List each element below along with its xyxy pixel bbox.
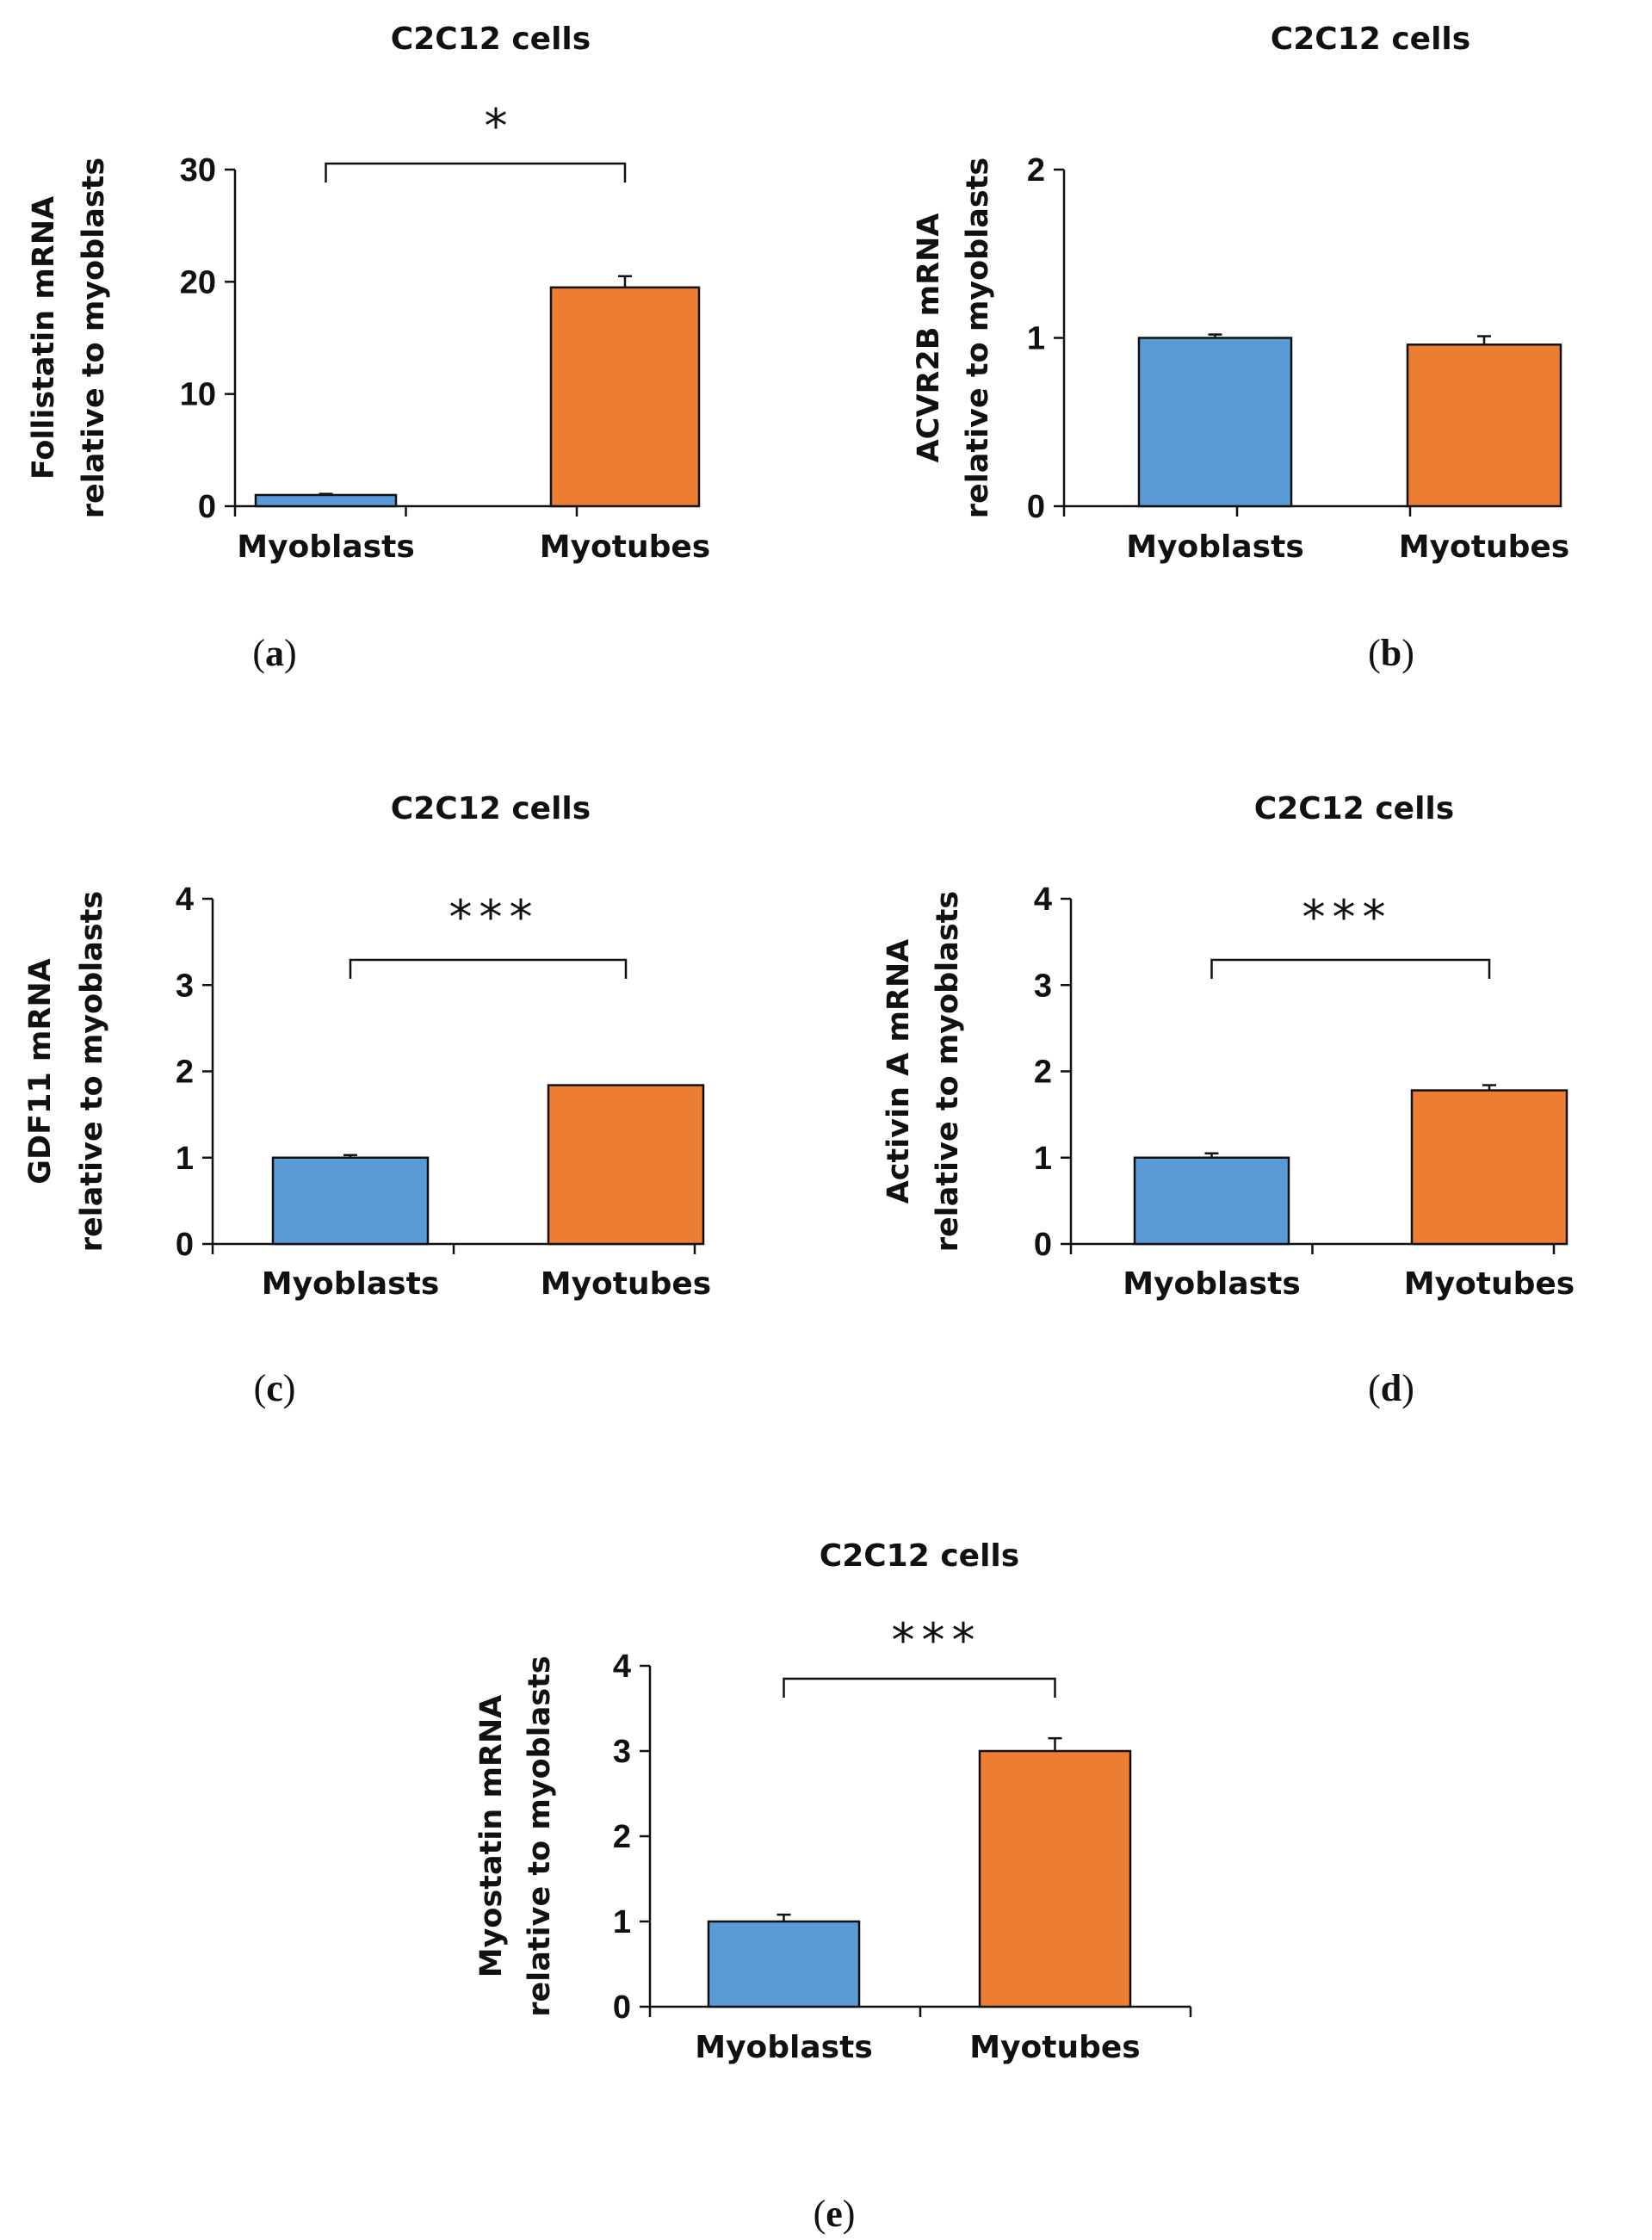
y-axis-label-line2: relative to myoblasts bbox=[75, 891, 109, 1252]
significance-bracket bbox=[325, 162, 627, 183]
x-category-label: Myotubes bbox=[1404, 1266, 1575, 1302]
bar-myoblasts bbox=[1137, 337, 1293, 508]
bar-myoblasts bbox=[707, 1920, 861, 2008]
y-tick-label: 4 bbox=[613, 1649, 631, 1685]
y-tick-label: 0 bbox=[1027, 489, 1045, 525]
y-tick-label: 30 bbox=[180, 152, 216, 189]
x-category-label: Myoblasts bbox=[1126, 529, 1304, 565]
y-tick-label: 0 bbox=[176, 1227, 194, 1263]
significance-marker: * bbox=[485, 99, 515, 153]
bar-myotubes bbox=[549, 286, 701, 508]
y-axis-label-line2: relative to myoblasts bbox=[77, 158, 111, 518]
x-category-label: Myotubes bbox=[1399, 529, 1569, 565]
significance-bracket bbox=[1210, 958, 1491, 979]
y-axis-label-line1: Activin A mRNA bbox=[882, 939, 916, 1204]
x-category-label: Myoblasts bbox=[695, 2030, 873, 2065]
chart-title: C2C12 cells bbox=[1271, 22, 1470, 57]
x-category-label: Myoblasts bbox=[1123, 1266, 1301, 1302]
y-tick-label: 2 bbox=[1034, 1055, 1052, 1091]
panel-label: (e) bbox=[814, 2193, 856, 2235]
y-axis-label-line2: relative to myoblasts bbox=[961, 158, 995, 518]
y-tick-label: 20 bbox=[180, 264, 216, 300]
bar-myoblasts bbox=[271, 1156, 430, 1246]
y-axis-label-line1: Follistatin mRNA bbox=[27, 196, 61, 480]
chart-title: C2C12 cells bbox=[391, 22, 591, 57]
y-tick-label: 3 bbox=[176, 968, 194, 1004]
panel-label: (b) bbox=[1368, 632, 1414, 674]
panel-a: C2C12 cells Follistatin mRNA relative to m… bbox=[27, 22, 710, 674]
bar-myotubes bbox=[978, 1749, 1132, 2008]
panel-d: C2C12 cells Activin A mRNA relative to myo… bbox=[882, 791, 1575, 1409]
y-axis-label-line1: ACVR2B mRNA bbox=[912, 213, 946, 463]
significance-marker: *** bbox=[1302, 890, 1393, 944]
chart-title: C2C12 cells bbox=[1254, 791, 1454, 826]
significance-marker: *** bbox=[892, 1613, 982, 1668]
y-tick-label: 2 bbox=[613, 1819, 631, 1855]
y-tick-label: 0 bbox=[198, 489, 216, 525]
panel-c: C2C12 cells GDF11 mRNA relative to myoblas… bbox=[23, 791, 711, 1409]
x-category-label: Myoblasts bbox=[237, 529, 415, 565]
y-axis-label-line1: Myostatin mRNA bbox=[474, 1695, 509, 1978]
panel-label: (c) bbox=[254, 1367, 296, 1409]
chart-title: C2C12 cells bbox=[820, 1538, 1019, 1574]
panel-e: C2C12 cells Myostatin mRNA relative to myo… bbox=[474, 1538, 1192, 2235]
y-tick-label: 3 bbox=[1034, 968, 1052, 1004]
y-tick-label: 1 bbox=[176, 1141, 194, 1177]
bar-myotubes bbox=[1406, 343, 1562, 508]
panel-b: C2C12 cells ACVR2B mRNA relative to myobla… bbox=[912, 22, 1569, 674]
significance-bracket bbox=[349, 958, 628, 979]
bar-myoblasts bbox=[1133, 1156, 1290, 1246]
panel-label: (a) bbox=[252, 632, 296, 674]
y-axis-label-line2: relative to myoblasts bbox=[931, 891, 965, 1252]
y-axis-label-line1: GDF11 mRNA bbox=[23, 958, 58, 1184]
chart-title: C2C12 cells bbox=[391, 791, 591, 826]
x-category-label: Myoblasts bbox=[262, 1266, 440, 1302]
bar-myotubes bbox=[547, 1084, 705, 1246]
y-tick-label: 2 bbox=[176, 1055, 194, 1091]
panel-label: (d) bbox=[1368, 1367, 1414, 1409]
y-tick-label: 1 bbox=[613, 1904, 631, 1940]
x-category-label: Myotubes bbox=[969, 2030, 1140, 2065]
bar-myotubes bbox=[1410, 1089, 1568, 1246]
y-tick-label: 4 bbox=[176, 882, 194, 918]
y-tick-label: 1 bbox=[1027, 321, 1045, 357]
y-tick-label: 3 bbox=[613, 1734, 631, 1770]
y-tick-label: 0 bbox=[1034, 1227, 1052, 1263]
y-tick-label: 10 bbox=[180, 377, 216, 413]
significance-marker: *** bbox=[449, 890, 540, 944]
y-tick-label: 1 bbox=[1034, 1141, 1052, 1177]
x-category-label: Myotubes bbox=[540, 529, 710, 565]
y-axis-label-line2: relative to myoblasts bbox=[523, 1655, 557, 2016]
x-category-label: Myotubes bbox=[541, 1266, 711, 1302]
y-tick-label: 0 bbox=[613, 1989, 631, 2026]
significance-bracket bbox=[783, 1677, 1056, 1698]
y-tick-label: 2 bbox=[1027, 152, 1045, 189]
y-tick-label: 4 bbox=[1034, 882, 1052, 918]
bar-myoblasts bbox=[254, 493, 398, 508]
